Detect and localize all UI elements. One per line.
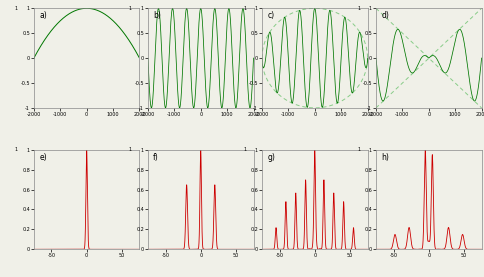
Text: g): g)	[267, 153, 275, 162]
Text: 1: 1	[129, 6, 132, 11]
Text: 1: 1	[15, 147, 18, 152]
Text: 1: 1	[15, 6, 18, 11]
Text: e): e)	[39, 153, 47, 162]
Text: d): d)	[381, 11, 389, 20]
Text: 1: 1	[243, 147, 246, 152]
Text: c): c)	[267, 11, 274, 20]
Text: h): h)	[381, 153, 389, 162]
Text: 1: 1	[243, 6, 246, 11]
Text: b): b)	[153, 11, 161, 20]
Text: a): a)	[39, 11, 47, 20]
Text: 1: 1	[357, 6, 360, 11]
Text: 1: 1	[357, 147, 360, 152]
Text: 1: 1	[129, 147, 132, 152]
Text: f): f)	[153, 153, 159, 162]
